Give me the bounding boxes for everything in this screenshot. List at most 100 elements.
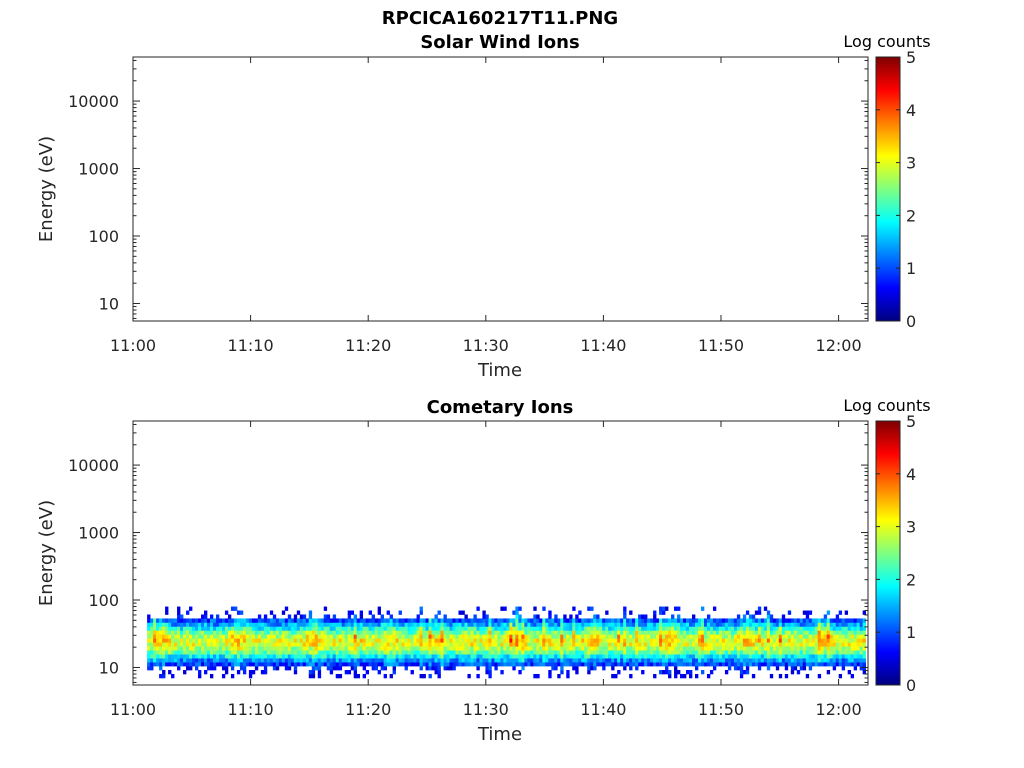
spectrogram-cell [790,634,795,639]
spectrogram-cell [192,650,196,655]
spectrogram-cell [763,622,768,627]
spectrogram-cell [329,630,334,635]
spectrogram-cell [853,662,858,667]
spectrogram-cell [539,662,543,667]
spectrogram-cell [811,642,816,647]
spectrogram-cell [353,618,358,623]
spectrogram-cell [368,642,372,647]
spectrogram-cell [476,646,480,651]
spectrogram-cell [299,626,304,631]
spectrogram-cell [623,662,627,667]
spectrogram-cell [593,650,597,655]
spectrogram-cell [557,650,561,655]
spectrogram-cell [530,654,534,659]
spectrogram-cell [838,642,843,647]
spectrogram-cell [204,642,208,647]
spectrogram-cell [742,670,747,675]
spectrogram-cell [686,622,690,627]
spectrogram-cell [350,610,355,615]
spectrogram-cell [650,634,654,639]
spectrogram-cell [689,673,693,679]
spectrogram-cell [712,606,717,611]
spectrogram-cell [769,646,774,651]
spectrogram-cell [392,618,396,623]
spectrogram-cell [575,654,579,659]
spectrogram-cell [814,638,819,643]
spectrogram-cell [156,630,160,635]
spectrogram-cell [410,646,414,651]
spectrogram-cell [781,622,786,627]
spectrogram-cell [700,606,705,611]
spectrogram-cell [275,626,280,631]
spectrogram-cell [665,622,669,627]
spectrogram-cell [392,626,396,631]
spectrogram-cell [808,662,813,667]
spectrogram-cell [248,630,253,635]
spectrogram-cell [269,658,274,663]
spectrogram-cell [569,630,573,635]
spectrogram-cell [566,638,570,643]
spectrogram-cell [374,634,378,639]
spectrogram-cell [314,642,319,647]
spectrogram-cell [712,626,717,631]
spectrogram-cell [605,650,609,655]
spectrogram-cell [186,642,190,647]
spectrogram-cell [215,638,220,643]
spectrogram-cell [212,654,217,659]
spectrogram-cell [557,673,561,679]
spectrogram-cell [769,634,774,639]
spectrogram-cell [305,618,310,623]
spectrogram-cell [862,666,866,671]
spectrogram-cell [721,654,726,659]
spectrogram-cell [742,654,747,659]
spectrogram-cell [335,646,340,651]
spectrogram-cell [242,626,247,631]
spectrogram-cell [850,630,855,635]
spectrogram-cell [317,638,322,643]
spectrogram-cell [626,618,630,623]
spectrogram-cell [733,666,738,671]
spectrogram-cell [569,614,573,619]
spectrogram-cell [275,662,280,667]
spectrogram-cell [278,634,283,639]
spectrogram-cell [482,646,486,651]
spectrogram-cell [410,630,414,635]
spectrogram-cell [778,630,783,635]
spectrogram-cell [491,642,495,647]
spectrogram-cell [533,634,537,639]
spectrogram-cell [416,662,420,667]
spectrogram-cell [326,642,331,647]
spectrogram-cell [572,654,576,659]
spectrogram-cell [308,626,313,631]
spectrogram-cell [751,626,756,631]
spectrogram-cell [835,622,840,627]
spectrogram-cell [787,654,792,659]
spectrogram-cell [275,630,280,635]
spectrogram-cell [347,610,352,615]
spectrogram-cell [602,666,606,671]
spectrogram-cell [198,638,202,643]
spectrogram-cell [853,658,858,663]
spectrogram-cell [308,614,313,619]
spectrogram-cell [236,638,241,643]
spectrogram-cell [218,642,223,647]
spectrogram-cell [431,658,435,663]
spectrogram-cell [377,618,381,623]
spectrogram-cell [419,673,423,679]
spectrogram-cell [425,654,429,659]
spectrogram-cell [757,658,762,663]
spectrogram-cell [248,622,253,627]
spectrogram-cell [677,626,681,631]
spectrogram-cell [189,638,193,643]
spectrogram-cell [530,646,534,651]
spectrogram-cell [680,638,684,643]
spectrogram-cell [506,630,510,635]
spectrogram-cell [563,622,567,627]
spectrogram-cell [356,646,361,651]
spectrogram-cell [512,642,516,647]
spectrogram-cell [733,654,738,659]
spectrogram-cell [356,642,361,647]
spectrogram-cell [668,673,672,679]
spectrogram-cell [500,618,504,623]
